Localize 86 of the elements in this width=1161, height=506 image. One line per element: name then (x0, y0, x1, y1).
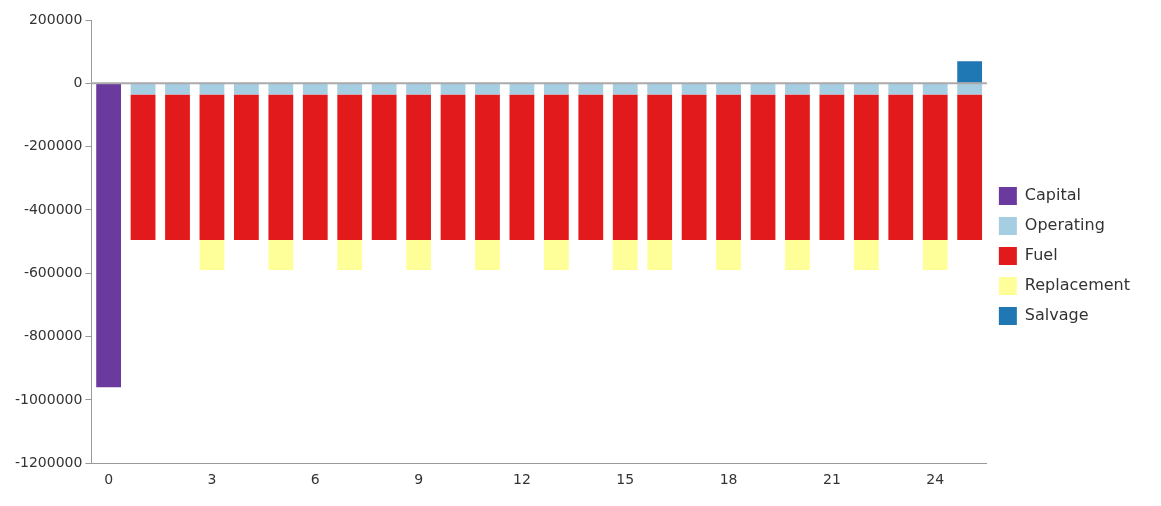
bar (922, 83, 948, 95)
bar (130, 83, 156, 95)
x-tick-label: 24 (926, 471, 945, 488)
bar (612, 240, 638, 271)
bar (957, 61, 983, 83)
bar (750, 83, 776, 95)
bar (853, 94, 879, 241)
y-tick-label: -1000000 (15, 390, 83, 407)
bar (647, 83, 673, 95)
bar (406, 83, 431, 95)
y-tick-label: 200000 (28, 10, 83, 27)
bar (543, 94, 569, 241)
bar (785, 240, 810, 271)
x-tick-label: 21 (822, 471, 841, 488)
bar (268, 94, 294, 241)
bar (957, 83, 983, 95)
bar (475, 83, 500, 95)
x-tick-label: 0 (104, 471, 114, 488)
x-tick-label: 3 (207, 471, 217, 488)
bar (96, 83, 122, 388)
bar (268, 83, 294, 95)
bar (475, 240, 500, 271)
bar (612, 94, 638, 241)
bar (371, 83, 397, 95)
x-tick-label: 18 (719, 471, 738, 488)
bar (888, 83, 914, 95)
bar (647, 240, 673, 271)
bar (853, 83, 879, 95)
bar (853, 240, 879, 271)
bar (440, 83, 466, 95)
bar (819, 94, 845, 241)
bar (199, 83, 225, 95)
bar (578, 94, 604, 241)
x-tick-label: 6 (310, 471, 320, 488)
bar (302, 94, 328, 241)
bar (371, 94, 397, 241)
bar (612, 83, 638, 95)
bar (337, 94, 363, 241)
x-tick-label: 9 (414, 471, 424, 488)
bar (130, 94, 156, 241)
bar (509, 94, 535, 241)
bar (819, 83, 845, 95)
y-tick-label: -400000 (23, 200, 83, 217)
y-tick-label: -800000 (23, 327, 83, 344)
bar (957, 94, 983, 241)
bar (647, 94, 673, 241)
bar (578, 83, 604, 95)
bar (337, 240, 363, 271)
bar (475, 94, 500, 241)
bar (509, 83, 535, 95)
y-tick-label: -1200000 (15, 453, 83, 470)
bar (543, 83, 569, 95)
bar (337, 83, 363, 95)
bar (268, 240, 294, 271)
legend-label: Replacement (1024, 275, 1131, 295)
legend-label: Fuel (1024, 245, 1058, 265)
bar (233, 94, 259, 241)
y-tick-label: -600000 (23, 263, 83, 280)
bar (440, 94, 466, 241)
bar (750, 94, 776, 241)
y-tick-label: -200000 (23, 137, 83, 154)
legend-label: Salvage (1024, 305, 1089, 325)
bar (716, 94, 741, 241)
bar (922, 94, 948, 241)
bar (233, 83, 259, 95)
bar (681, 83, 707, 95)
bar (406, 94, 431, 241)
bar (922, 240, 948, 271)
x-tick-label: 15 (616, 471, 635, 488)
legend-label: Operating (1024, 215, 1105, 235)
bar (302, 83, 328, 95)
bar (406, 240, 431, 271)
bar (199, 94, 225, 241)
legend-label: Capital (1024, 185, 1081, 205)
bar (785, 83, 810, 95)
bar (165, 94, 190, 241)
bar (543, 240, 569, 271)
y-tick-label: 0 (73, 73, 83, 90)
bar (785, 94, 810, 241)
bar (888, 94, 914, 241)
bar (716, 240, 741, 271)
x-tick-label: 12 (513, 471, 531, 488)
bar (165, 83, 190, 95)
bar (681, 94, 707, 241)
bar (716, 83, 741, 95)
bar (199, 240, 225, 271)
